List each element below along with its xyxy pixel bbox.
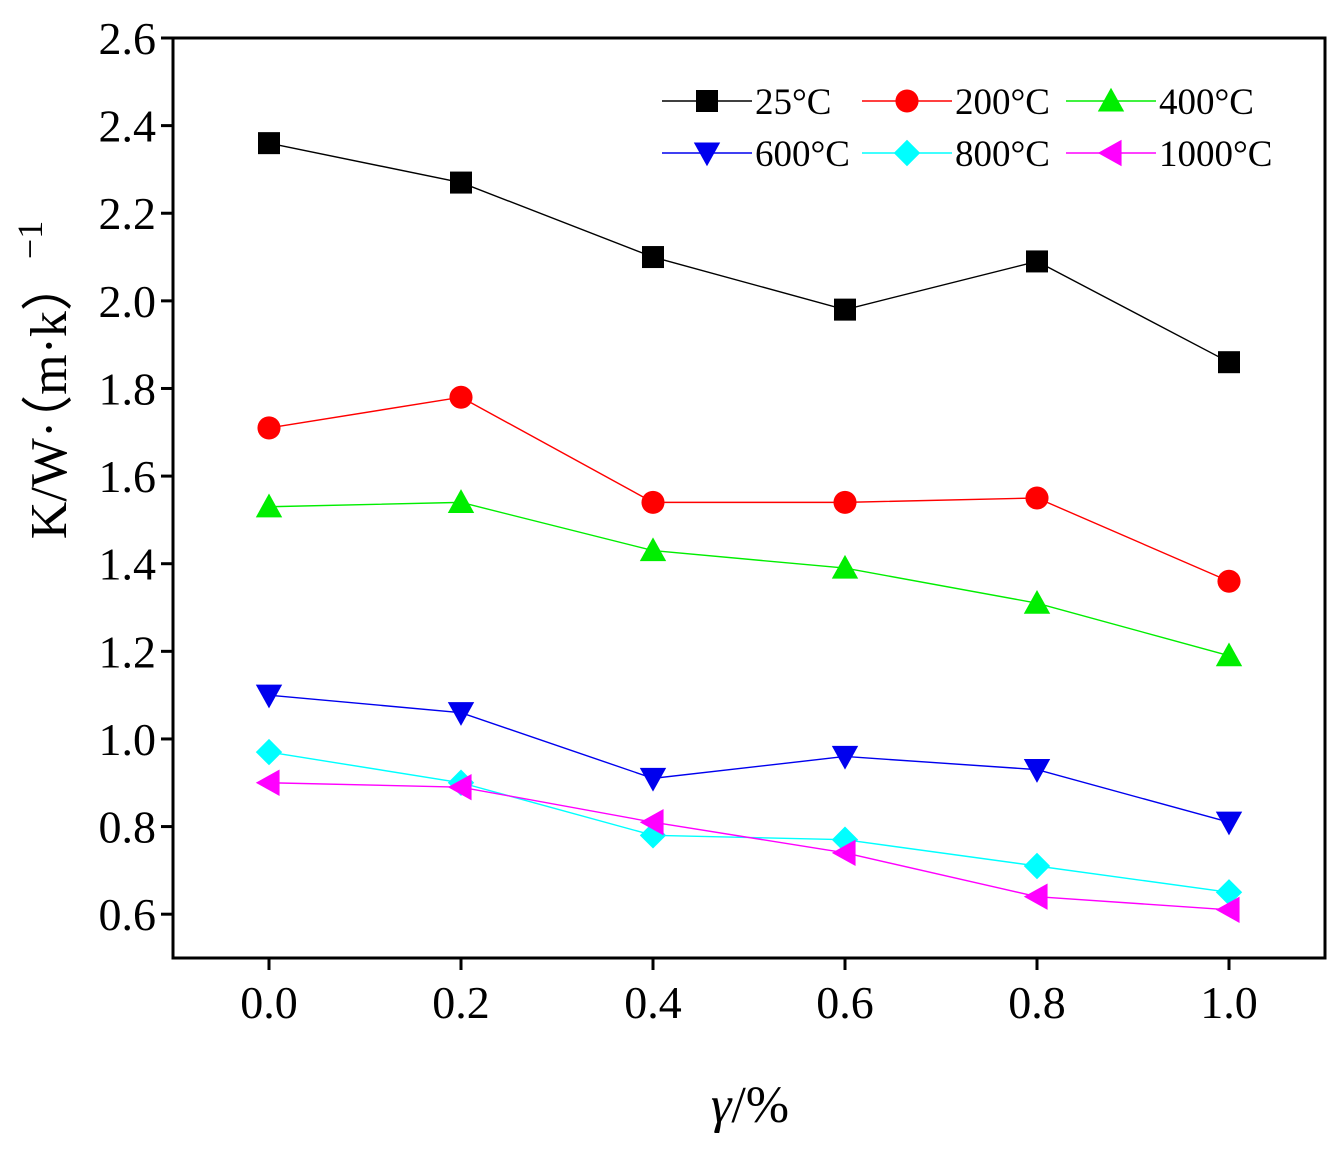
data-point-1000c-4 bbox=[1023, 883, 1048, 910]
legend-label: 1000°C bbox=[1159, 134, 1272, 175]
y-tick-label: 1.0 bbox=[99, 714, 157, 765]
series-600c bbox=[255, 684, 1243, 836]
series-line-25c bbox=[268, 142, 1230, 363]
x-tick-label: 0.0 bbox=[240, 977, 298, 1028]
legend-marker bbox=[895, 89, 919, 113]
x-tick-label: 0.6 bbox=[816, 977, 874, 1028]
y-tick-label: 1.4 bbox=[99, 539, 157, 590]
legend-item-400c: 400°C bbox=[1066, 82, 1254, 123]
y-axis-title: K/W·（m·k）−1 bbox=[10, 221, 78, 539]
data-point-600c-2 bbox=[639, 767, 667, 792]
legend-marker bbox=[893, 139, 921, 167]
y-tick-label: 1.8 bbox=[99, 363, 157, 414]
data-point-200c-0 bbox=[257, 416, 281, 440]
legend-item-600c: 600°C bbox=[662, 134, 850, 175]
x-axis-title: γ/% bbox=[711, 1077, 789, 1134]
series-layer bbox=[255, 132, 1243, 924]
data-point-25c-1 bbox=[450, 171, 472, 194]
series-line-600c bbox=[268, 694, 1230, 823]
y-tick-label: 1.6 bbox=[99, 451, 157, 502]
data-point-1000c-3 bbox=[831, 839, 856, 867]
legend-marker bbox=[696, 90, 718, 112]
legend-label: 400°C bbox=[1159, 82, 1254, 123]
x-tick-label: 1.0 bbox=[1200, 977, 1258, 1028]
x-axis-unit: /% bbox=[731, 1077, 789, 1134]
series-400c bbox=[255, 489, 1243, 667]
x-tick-label: 0.4 bbox=[624, 977, 682, 1028]
legend-item-1000c: 1000°C bbox=[1066, 134, 1272, 175]
data-point-600c-4 bbox=[1023, 759, 1051, 783]
legend-label: 800°C bbox=[955, 134, 1050, 175]
x-tick-label: 0.2 bbox=[432, 977, 490, 1028]
data-point-1000c-2 bbox=[639, 808, 664, 836]
legend-label: 600°C bbox=[755, 134, 850, 175]
series-200c bbox=[257, 385, 1241, 593]
y-tick-label: 2.6 bbox=[99, 13, 157, 64]
legend-marker bbox=[1097, 87, 1125, 112]
legend-marker bbox=[1097, 139, 1122, 167]
series-25c bbox=[258, 132, 1240, 374]
y-tick-label: 2.2 bbox=[99, 188, 157, 239]
data-point-800c-5 bbox=[1215, 879, 1243, 906]
data-point-400c-4 bbox=[1023, 589, 1051, 614]
legend-item-800c: 800°C bbox=[862, 134, 1050, 175]
data-point-25c-2 bbox=[642, 246, 664, 269]
series-1000c bbox=[255, 769, 1240, 924]
data-point-1000c-5 bbox=[1215, 896, 1240, 924]
data-point-200c-4 bbox=[1025, 486, 1049, 510]
y-tick-label: 2.0 bbox=[99, 276, 157, 327]
data-point-600c-1 bbox=[447, 702, 475, 726]
data-point-200c-5 bbox=[1217, 569, 1241, 593]
data-point-200c-2 bbox=[641, 490, 665, 514]
data-point-600c-5 bbox=[1215, 811, 1243, 836]
plot-frame bbox=[171, 36, 1327, 960]
x-tick-label: 0.8 bbox=[1008, 977, 1066, 1028]
y-tick-label: 0.6 bbox=[99, 889, 157, 940]
data-point-400c-2 bbox=[639, 537, 667, 562]
data-point-25c-0 bbox=[258, 132, 280, 155]
series-line-400c bbox=[268, 501, 1230, 657]
data-point-400c-5 bbox=[1215, 642, 1243, 667]
data-point-200c-1 bbox=[449, 385, 473, 409]
axes: 0.0 0.2 0.4 0.6 0.8 1.0 0.6 0.8 1.0 1.2 1.4 1.6 1.8 2… bbox=[99, 13, 1258, 1028]
data-point-600c-3 bbox=[831, 745, 859, 770]
data-point-25c-5 bbox=[1218, 351, 1240, 374]
legend-label: 200°C bbox=[955, 82, 1050, 123]
series-line-1000c bbox=[268, 782, 1230, 911]
series-line-200c bbox=[268, 396, 1230, 582]
y-tick-label: 2.4 bbox=[99, 101, 157, 152]
data-point-25c-4 bbox=[1026, 250, 1048, 273]
y-tick-label: 1.2 bbox=[99, 626, 157, 677]
legend-item-200c: 200°C bbox=[862, 82, 1050, 123]
data-point-600c-0 bbox=[255, 684, 283, 709]
data-point-400c-0 bbox=[255, 493, 283, 518]
data-point-200c-3 bbox=[833, 490, 857, 514]
data-point-800c-4 bbox=[1023, 852, 1051, 880]
data-point-400c-3 bbox=[831, 554, 859, 579]
data-point-25c-3 bbox=[834, 298, 856, 321]
legend-label: 25°C bbox=[755, 82, 831, 123]
data-point-1000c-1 bbox=[447, 773, 472, 801]
y-axis-label: K/W·（m·k） bbox=[21, 259, 78, 539]
legend-item-25c: 25°C bbox=[662, 82, 831, 123]
legend-marker bbox=[693, 142, 721, 167]
data-point-1000c-0 bbox=[255, 769, 280, 796]
y-axis-exponent: −1 bbox=[10, 221, 50, 259]
x-axis-symbol: γ bbox=[711, 1077, 733, 1134]
y-tick-label: 0.8 bbox=[99, 802, 157, 853]
data-point-400c-1 bbox=[447, 489, 475, 513]
legend: 25°C 200°C 400°C 600°C 800°C 1000°C bbox=[662, 82, 1272, 175]
y-axis-title-group: K/W·（m·k）−1 bbox=[10, 221, 78, 539]
data-point-800c-0 bbox=[255, 738, 283, 766]
